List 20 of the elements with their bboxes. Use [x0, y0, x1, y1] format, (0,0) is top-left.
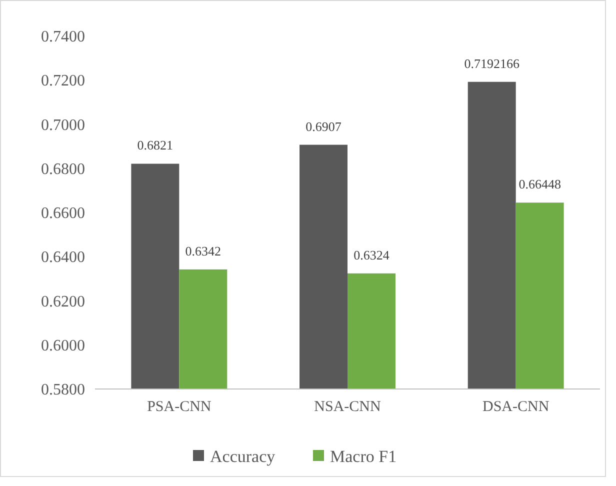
data-label: 0.6324 — [354, 247, 390, 262]
y-tick-label: 0.7400 — [41, 28, 85, 46]
data-label: 0.6342 — [185, 243, 222, 258]
y-tick-label: 0.6000 — [41, 337, 85, 354]
data-label: 0.6907 — [306, 118, 342, 134]
y-tick-label: 0.7000 — [41, 116, 85, 134]
data-label: 0.7192166 — [464, 56, 520, 71]
x-tick-label: DSA-CNN — [482, 399, 550, 415]
data-label: 0.66448 — [518, 176, 561, 192]
y-tick-label: 0.6800 — [41, 160, 85, 178]
y-tick-label: 0.7200 — [41, 72, 85, 90]
y-tick-label: 0.6600 — [41, 205, 85, 222]
y-tick-label: 0.5800 — [41, 382, 85, 399]
x-tick-label: NSA-CNN — [314, 399, 381, 415]
legend-label: Macro F1 — [330, 446, 397, 466]
legend-label: Accuracy — [210, 446, 276, 466]
y-tick-label: 0.6400 — [41, 249, 85, 266]
x-tick-label: PSA-CNN — [147, 399, 212, 415]
y-tick-label: 0.6200 — [41, 293, 85, 310]
data-label: 0.6821 — [137, 138, 174, 153]
